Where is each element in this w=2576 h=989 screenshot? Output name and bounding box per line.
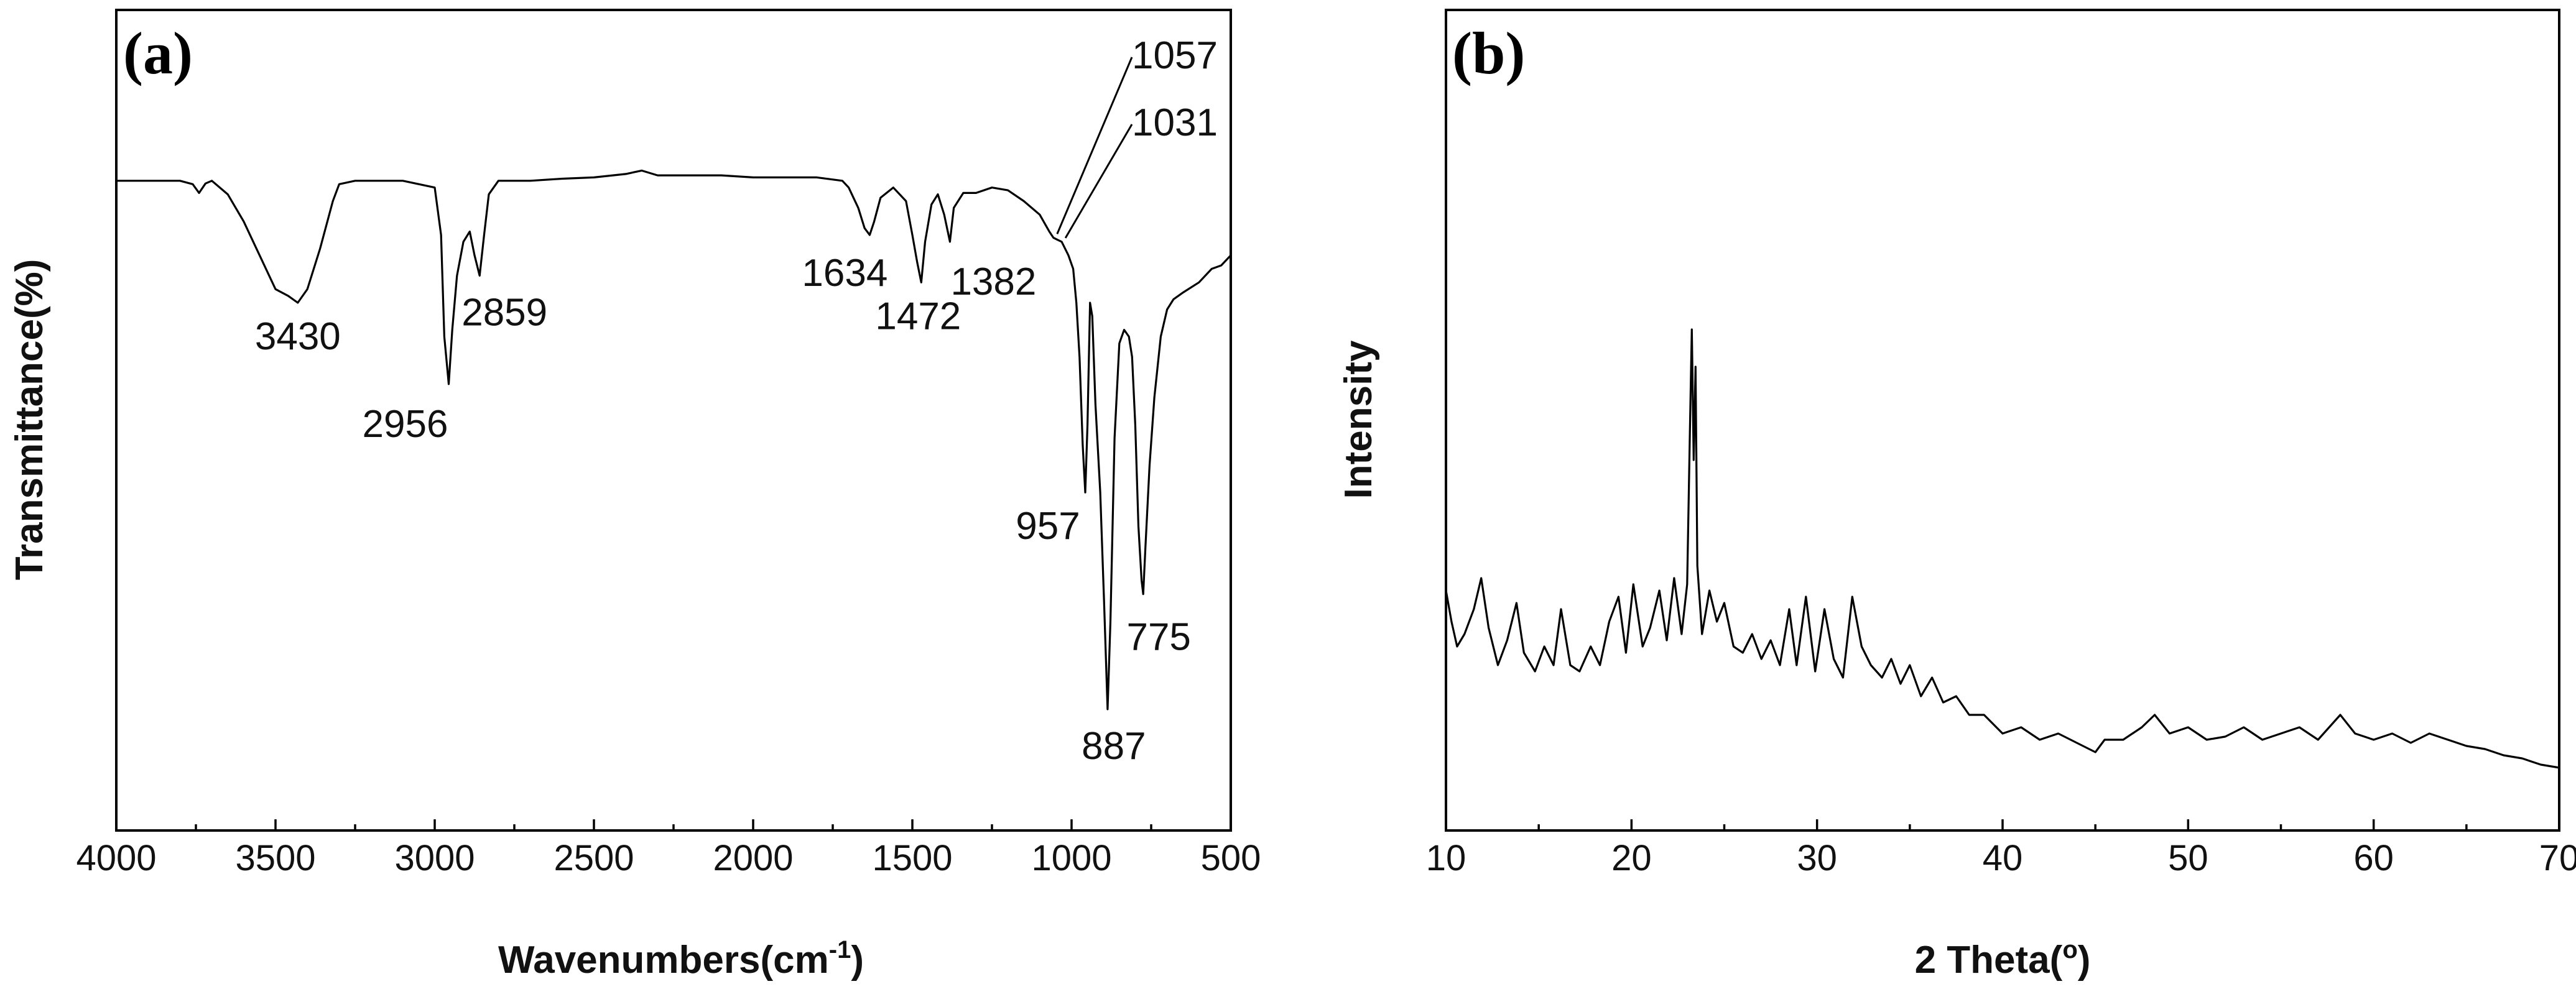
panel-a-x-tick-label: 2500	[554, 838, 634, 878]
panel-a-x-tick-label: 1500	[872, 838, 952, 878]
panel-b-x-tick-label: 70	[2539, 838, 2576, 878]
panel-a-series-line	[116, 169, 1232, 711]
panel-a-peak-label: 2956	[363, 403, 448, 446]
panel-a-label: (a)	[123, 20, 193, 86]
panel-a-series	[116, 169, 1232, 711]
panel-b-x-tick-label: 20	[1611, 838, 1652, 878]
panel-a-annotation-leader	[1064, 124, 1133, 239]
panel-a-x-tick-label: 3500	[235, 838, 315, 878]
panel-b-x-tick-label: 10	[1426, 838, 1466, 878]
panel-b-label: (b)	[1452, 20, 1525, 86]
panel-b-x-axis-title: 2 Theta(o)	[1915, 936, 2091, 982]
panel-a-peak-label: 2859	[461, 291, 547, 334]
panel-a-x-axis-ticks: 4000 3500 3000 2500 2000 1500 1000 500	[76, 819, 1261, 878]
panel-a-peak-label: 775	[1126, 616, 1190, 659]
panel-b-y-axis-title: Intensity	[1337, 340, 1380, 499]
panel-b-x-tick-label: 40	[1983, 838, 2023, 878]
panel-b-x-axis-ticks: 10 20 30 40 50 60 70	[1426, 819, 2576, 878]
panel-a-ftir-chart: (a) 4000 3500 3000 2500 2000 1500 1000 500 3430…	[8, 9, 1261, 982]
panel-a-x-tick-label: 500	[1201, 838, 1261, 878]
panel-a-peak-label: 957	[1016, 505, 1080, 548]
panel-a-y-axis-title: Transmittance(%)	[8, 259, 51, 581]
panel-a-x-tick-label: 4000	[76, 838, 156, 878]
panel-a-x-tick-label: 2000	[713, 838, 793, 878]
panel-b-x-tick-label: 30	[1797, 838, 1837, 878]
panel-a-peak-label: 1472	[875, 295, 961, 338]
panel-a-annotation-leader	[1056, 57, 1133, 234]
panel-a-peak-label: 887	[1082, 725, 1146, 768]
panel-a-x-axis-title: Wavenumbers(cm-1)	[498, 936, 864, 982]
panel-a-x-tick-label: 3000	[394, 838, 475, 878]
panel-a-plot-frame	[115, 9, 1232, 832]
panel-b-x-tick-label: 50	[2168, 838, 2208, 878]
panel-a-peak-label: 1382	[950, 260, 1036, 303]
panel-a-peak-label: 1634	[802, 252, 887, 295]
panel-b-series-line	[1445, 328, 2560, 769]
panel-b-series	[1445, 328, 2560, 769]
panel-a-peak-label: 1031	[1132, 101, 1218, 144]
panel-b-xrd-chart: (b) 10 20 30 40 50 60 70 2 Theta(o) Intensity	[1337, 9, 2576, 982]
panel-a-peak-label: 1057	[1132, 34, 1218, 77]
panel-b-x-tick-label: 60	[2353, 838, 2394, 878]
panel-a-peak-label: 3430	[255, 315, 341, 358]
panel-a-x-tick-label: 1000	[1031, 838, 1111, 878]
panel-b-plot-frame	[1445, 9, 2560, 832]
